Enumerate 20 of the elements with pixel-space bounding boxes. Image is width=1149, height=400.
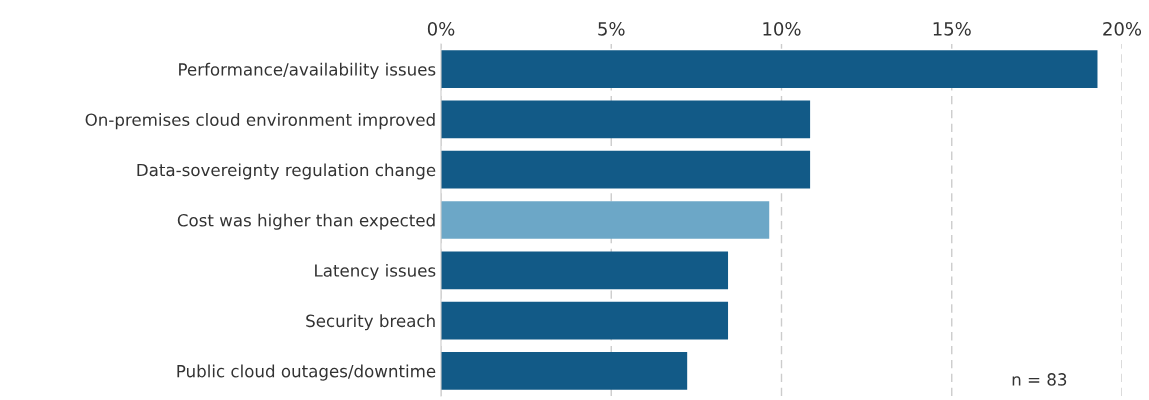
x-tick-label: 10% bbox=[763, 21, 801, 36]
y-tick-label: Latency issues bbox=[315, 263, 436, 281]
y-tick-label: Data-sovereignty regulation change bbox=[137, 163, 436, 180]
y-tick-label: Public cloud outages/downtime bbox=[177, 364, 436, 381]
y-tick-label: Cost was higher than expected bbox=[177, 213, 435, 230]
bar bbox=[441, 201, 770, 239]
annotation: n = 83 bbox=[1012, 373, 1067, 386]
y-tick-label: On-premises cloud environment improved bbox=[85, 113, 435, 130]
bar bbox=[441, 50, 1098, 88]
bar bbox=[441, 352, 688, 390]
bar bbox=[441, 100, 811, 139]
x-tick-label: 15% bbox=[933, 21, 971, 36]
x-tick-label: 20% bbox=[1103, 21, 1142, 36]
bar bbox=[441, 150, 811, 189]
x-tick-label: 5% bbox=[598, 21, 625, 36]
bar bbox=[441, 301, 729, 340]
y-tick-label: Performance/availability issues bbox=[179, 62, 436, 79]
y-tick-label: Security breach bbox=[306, 314, 435, 331]
bar bbox=[441, 251, 729, 290]
x-tick-label: 0% bbox=[427, 21, 455, 36]
